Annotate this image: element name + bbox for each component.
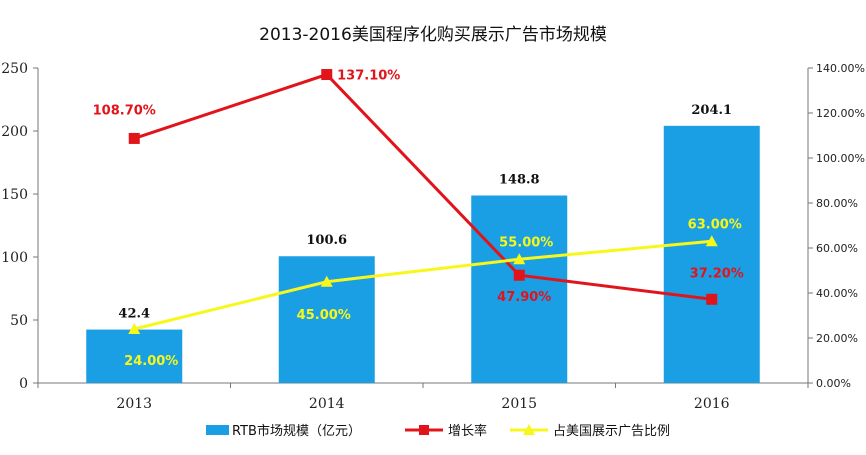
chart-title: 2013-2016美国程序化购买展示广告市场规模 <box>259 25 607 45</box>
bar <box>663 125 760 384</box>
legend-label-bar: RTB市场规模（亿元） <box>232 423 361 439</box>
legend-label-growth: 增长率 <box>448 423 487 439</box>
growth-rate-line <box>133 72 712 301</box>
y-right-tick-label: 20.00% <box>816 332 858 345</box>
legend-swatch-growth-marker <box>419 425 429 435</box>
legend-swatch-share-marker <box>523 424 535 435</box>
bar-value-label: 204.1 <box>691 103 732 118</box>
share-line <box>133 239 712 331</box>
y-right-tick-label: 120.00% <box>816 107 865 120</box>
share-point <box>513 253 526 265</box>
growth-rate-point <box>128 132 140 144</box>
x-tick-label: 2013 <box>116 396 152 412</box>
legend: RTB市场规模（亿元） 增长率 占美国展示广告比例 <box>206 423 670 439</box>
x-tick-label: 2016 <box>694 396 730 412</box>
y-left-tick-label: 250 <box>1 61 28 77</box>
legend-swatch-bar <box>206 425 229 435</box>
growth-rate-label: 108.70% <box>93 103 156 118</box>
y-right-tick-label: 80.00% <box>816 197 858 210</box>
legend-label-share: 占美国展示广告比例 <box>553 424 670 439</box>
y-left-tick-label: 200 <box>1 124 28 140</box>
line-series <box>128 69 718 334</box>
y-left-tick-label: 150 <box>1 187 28 203</box>
axes: 0 50 100 150 200 250 0.00% 20.00% 40.00% 60.00% 80… <box>1 61 865 412</box>
growth-rate-label: 37.20% <box>690 266 744 281</box>
growth-rate-label: 47.90% <box>497 290 551 305</box>
share-label: 24.00% <box>124 354 178 369</box>
share-label: 45.00% <box>297 308 351 323</box>
data-labels: 42.4 100.6 148.8 204.1 108.70% 137.10% 47.90% 3… <box>93 69 744 369</box>
share-point <box>320 275 333 287</box>
share-point <box>705 235 718 247</box>
bar-value-label: 100.6 <box>306 233 347 248</box>
share-label: 55.00% <box>499 235 553 250</box>
share-point <box>128 323 141 334</box>
growth-rate-label: 137.10% <box>337 69 400 84</box>
bar-value-label: 148.8 <box>499 173 540 188</box>
y-left-tick-label: 0 <box>19 376 28 392</box>
bar-value-label: 42.4 <box>118 307 150 322</box>
growth-rate-point <box>706 293 718 305</box>
y-right-tick-label: 100.00% <box>816 152 865 165</box>
y-right-tick-label: 140.00% <box>816 62 865 75</box>
y-right-tick-label: 0.00% <box>816 377 851 390</box>
growth-rate-point <box>513 269 525 281</box>
y-left-tick-label: 100 <box>1 250 28 266</box>
bar <box>86 329 183 383</box>
bar-series <box>86 125 760 384</box>
x-tick-label: 2015 <box>501 396 537 412</box>
y-left-tick-label: 50 <box>10 313 28 329</box>
y-right-tick-label: 60.00% <box>816 242 858 255</box>
x-tick-label: 2014 <box>309 396 345 412</box>
y-right-tick-label: 40.00% <box>816 287 858 300</box>
share-label: 63.00% <box>688 217 742 232</box>
bar <box>471 195 568 383</box>
growth-rate-point <box>321 69 333 81</box>
